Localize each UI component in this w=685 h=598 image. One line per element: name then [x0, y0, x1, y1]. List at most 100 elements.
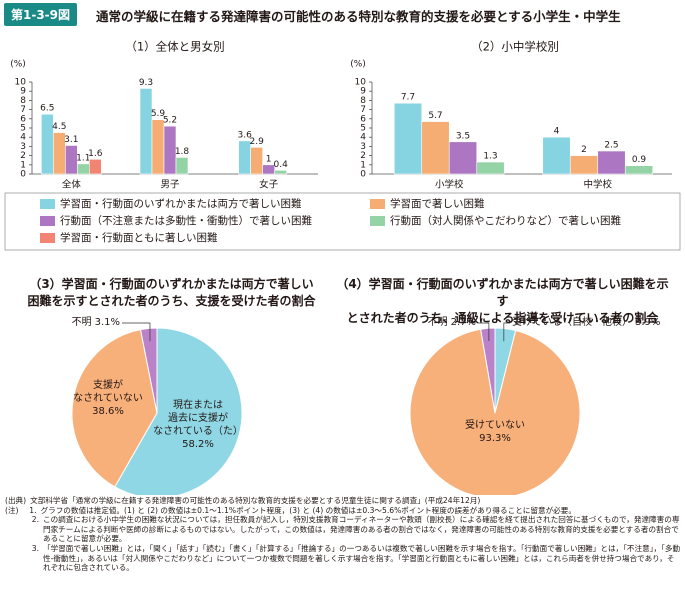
pie-slice — [409, 328, 581, 495]
legend-swatch — [370, 199, 385, 209]
pie-slice — [71, 329, 158, 488]
value-label: 7.7 — [401, 93, 415, 103]
y-tick-label: 6 — [20, 114, 26, 124]
x-tick-label: 小学校 — [435, 179, 464, 191]
x-tick-label: 全体 — [62, 179, 82, 191]
value-label: 0.4 — [274, 160, 289, 170]
source-label: (出典) — [5, 496, 27, 505]
bar — [65, 145, 78, 175]
note-row: 2. この調査における小中学生の困難な状況については，担任教員が記入し，特別支援教… — [5, 515, 681, 544]
chart-title: （2）小中学校別 — [471, 40, 559, 54]
legend-label: 学習面で著しい困難 — [390, 197, 485, 210]
figure-badge: 第1-3-9図 — [4, 3, 78, 26]
value-label: 4.5 — [52, 122, 66, 132]
bar — [542, 136, 571, 175]
bar — [250, 147, 263, 175]
chart-title: （1）全体と男女別 — [125, 40, 224, 54]
slice-label: 支援が なされていない 38.6% — [63, 379, 153, 418]
y-tick-label: 4 — [20, 133, 26, 143]
y-tick-label: 4 — [360, 133, 366, 143]
legend-box — [4, 192, 681, 251]
value-label: 5.7 — [428, 111, 442, 121]
legend-label: 学習面・行動面のいずれかまたは両方で著しい困難 — [60, 197, 302, 210]
note-number: 3. — [31, 543, 39, 553]
slice-label: 不明 2.7% — [428, 316, 476, 329]
slice-label: 受けている（自校・他校） 3.9% — [512, 316, 660, 329]
bar — [393, 102, 423, 175]
slice-label: 現在または 過去に支援が なされている（た） 58.2% — [143, 399, 253, 451]
bar — [77, 163, 90, 175]
source-text: 文部科学省「通常の学級に在籍する発達障害の可能性のある特別な教育的支援を必要とす… — [30, 496, 481, 505]
value-label: 1.1 — [76, 153, 90, 163]
legend-swatch — [370, 216, 385, 226]
y-tick-label: 7 — [360, 105, 366, 115]
bar — [175, 157, 189, 175]
slice-label: 受けていない 93.3% — [435, 419, 555, 445]
leader-line — [478, 322, 490, 342]
chart-canvas: （1）全体と男女別(%)012345678910全体6.54.53.11.11.… — [4, 40, 681, 495]
bar — [597, 150, 626, 175]
y-tick-label: 7 — [20, 105, 26, 115]
bar — [569, 155, 599, 175]
value-label: 38.6% — [92, 406, 124, 417]
legend-swatch — [40, 216, 55, 226]
bar — [476, 161, 505, 175]
value-label: 93.3% — [479, 433, 511, 444]
value-label: 2 — [581, 145, 587, 155]
bar — [274, 170, 287, 175]
y-tick-label: 3 — [20, 142, 26, 152]
note-text: 「学習面で著しい困難」とは，「聞く」「話す」「読む」「書く」「計算する」「推論す… — [43, 543, 681, 573]
x-tick-label: 男子 — [160, 180, 180, 191]
category-label: 受けている（自校・他校） — [512, 317, 632, 328]
note-label: (注) — [5, 505, 19, 515]
pie-slice — [114, 327, 243, 495]
pie-slice — [480, 327, 496, 414]
notes: (出典) 文部科学省「通常の学級に在籍する発達障害の可能性のある特別な教育的支援を… — [5, 496, 681, 573]
value-label: 4 — [554, 127, 560, 137]
bar — [163, 125, 177, 175]
figure-title: 通常の学級に在籍する発達障害の可能性のある特別な教育的支援を必要とする小学生・中… — [96, 9, 621, 24]
legend-label: 行動面（不注意または多動性・衝動性）で著しい困難 — [60, 214, 312, 227]
y-tick-label: 5 — [20, 124, 26, 134]
y-tick-label: 6 — [360, 114, 366, 124]
value-label: 3.1 — [64, 135, 78, 145]
y-tick-label: 0 — [20, 170, 26, 180]
value-label: 1.8 — [175, 147, 190, 157]
value-label: 3.6 — [238, 130, 253, 140]
value-label: 3.9% — [635, 317, 661, 328]
value-label: 5.9 — [151, 109, 166, 119]
category-label: 支援が なされていない — [73, 380, 143, 404]
note-row: (注) 1. グラフの数値は推定値。(1) と (2) の数値は±0.1～1.1%ポ… — [5, 506, 681, 516]
leader-line — [122, 322, 151, 342]
category-label: 不明 — [71, 317, 92, 328]
value-label: 0.9 — [632, 155, 647, 165]
value-label: 5.2 — [163, 116, 177, 126]
value-label: 1 — [266, 154, 272, 164]
value-label: 1.3 — [483, 152, 497, 162]
value-label: 9.3 — [139, 78, 153, 88]
value-label: 1.6 — [88, 149, 103, 159]
pie-slice — [139, 327, 158, 414]
note-text: グラフの数値は推定値。(1) と (2) の数値は±0.1～1.1%ポイント程度… — [40, 505, 576, 515]
y-tick-label: 9 — [20, 87, 26, 97]
legend-label: 行動面（対人関係やこだわりなど）で著しい困難 — [390, 214, 621, 227]
slice-label: 不明 3.1% — [72, 316, 120, 329]
y-tick-label: 9 — [360, 87, 366, 97]
note-text: この調査における小中学生の困難な状況については，担任教員が記入し，特別支援教育コ… — [43, 515, 680, 544]
value-label: 3.1% — [94, 317, 120, 328]
value-label: 2.7% — [450, 317, 476, 328]
bar — [624, 165, 654, 175]
value-label: 3.5 — [456, 131, 470, 141]
legend-label: 学習面・行動面ともに著しい困難 — [60, 231, 218, 244]
value-label: 2.9 — [250, 137, 265, 147]
y-tick-label: 2 — [360, 151, 366, 161]
y-tick-label: 8 — [360, 96, 366, 106]
y-tick-label: 5 — [360, 124, 366, 134]
note-number: 1. — [29, 505, 37, 515]
y-axis-label: (%) — [350, 60, 366, 70]
legend-swatch — [40, 199, 55, 209]
chart-title: （4）学習面・行動面のいずれかまたは両方で著しい困難を示す とされた者のうち、通… — [336, 277, 669, 325]
note-number: 2. — [31, 515, 39, 525]
chart-title: （3）学習面・行動面のいずれかまたは両方で著しい 困難を示すとされた者のうち、支… — [27, 277, 316, 308]
